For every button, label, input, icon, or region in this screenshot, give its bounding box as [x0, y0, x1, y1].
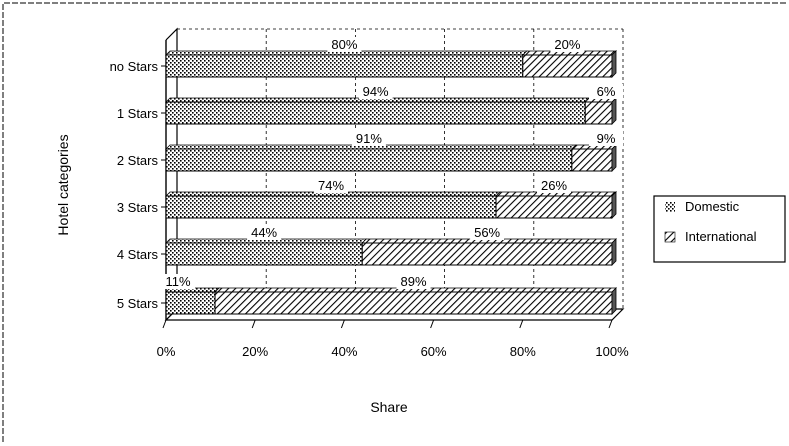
y-axis-title: Hotel categories: [55, 134, 71, 235]
bar-domestic: [165, 242, 363, 266]
data-label-international: 26%: [541, 178, 567, 193]
bar-end-face: [611, 144, 617, 172]
bar-international: [361, 242, 613, 266]
data-label-domestic: 80%: [331, 37, 357, 52]
y-tick-label: 1 Stars: [117, 106, 159, 121]
tick-labels: no Stars 1 Stars 2 Stars 3 Stars 4 Stars 5 St…: [110, 59, 629, 359]
x-axis-title: Share: [370, 399, 408, 415]
bar-domestic: [165, 101, 586, 125]
x-tick-label: 40%: [331, 344, 357, 359]
bar-end-face: [611, 191, 617, 219]
data-label-bg: [358, 84, 393, 99]
data-label-bg: [351, 131, 386, 146]
bar-international: [571, 148, 613, 172]
y-tick-label: no Stars: [110, 59, 159, 74]
x-tick-label: 80%: [510, 344, 536, 359]
legend-swatch-domestic: [665, 202, 675, 212]
x-tick-mark: [519, 319, 524, 329]
x-tick-label: 0%: [157, 344, 176, 359]
bar-international: [495, 195, 613, 219]
y-tick-label: 4 Stars: [117, 247, 159, 262]
y-tick-label: 2 Stars: [117, 153, 159, 168]
data-label-bg: [589, 84, 623, 99]
data-label-domestic: 74%: [318, 178, 344, 193]
bar-domestic: [165, 148, 573, 172]
y-tick-label: 5 Stars: [117, 296, 159, 311]
data-label-bg: [247, 225, 282, 240]
bar-international: [214, 291, 613, 315]
bar-end-face: [611, 50, 617, 78]
legend-label-domestic: Domestic: [685, 199, 740, 214]
bar-international: [522, 54, 613, 78]
data-label-domestic: 44%: [251, 225, 277, 240]
legend-label-international: International: [685, 229, 757, 244]
legend: Domestic International: [653, 195, 786, 263]
bar-end-face: [611, 287, 617, 315]
legend-swatch-international: [664, 231, 676, 243]
x-tick-label: 100%: [595, 344, 629, 359]
data-labels: 80% 20% 94% 6% 91% 9% 74% 26% 44% 56% 11% 89%: [161, 37, 623, 289]
data-label-domestic: 91%: [356, 131, 382, 146]
data-label-bg: [537, 178, 572, 193]
data-label-domestic: 11%: [165, 274, 190, 289]
x-tick-mark: [251, 319, 256, 329]
bar-domestic: [165, 195, 497, 219]
x-tick-mark: [162, 319, 167, 329]
bar-domestic: [165, 291, 216, 315]
x-tick-mark: [430, 319, 435, 329]
data-label-bg: [161, 274, 195, 289]
data-label-bg: [396, 274, 431, 289]
data-label-international: 6%: [597, 84, 616, 99]
data-label-bg: [314, 178, 349, 193]
x-tick-mark: [340, 319, 345, 329]
data-label-international: 9%: [597, 131, 616, 146]
data-label-international: 89%: [401, 274, 427, 289]
bar-end-face: [611, 97, 617, 125]
x-tick-mark: [608, 319, 613, 329]
bar-domestic: [165, 54, 524, 78]
x-tick-label: 60%: [421, 344, 447, 359]
data-label-domestic: 94%: [363, 84, 389, 99]
y-tick-label: 3 Stars: [117, 200, 159, 215]
bar-international: [584, 101, 613, 125]
data-label-international: 20%: [554, 37, 580, 52]
data-label-bg: [589, 131, 623, 146]
bar-end-face: [611, 238, 617, 266]
data-label-bg: [470, 225, 505, 240]
data-label-international: 56%: [474, 225, 500, 240]
data-label-bg: [550, 37, 585, 52]
x-tick-label: 20%: [242, 344, 268, 359]
bars: [165, 50, 617, 315]
data-label-bg: [327, 37, 362, 52]
legend-box: [653, 195, 786, 263]
